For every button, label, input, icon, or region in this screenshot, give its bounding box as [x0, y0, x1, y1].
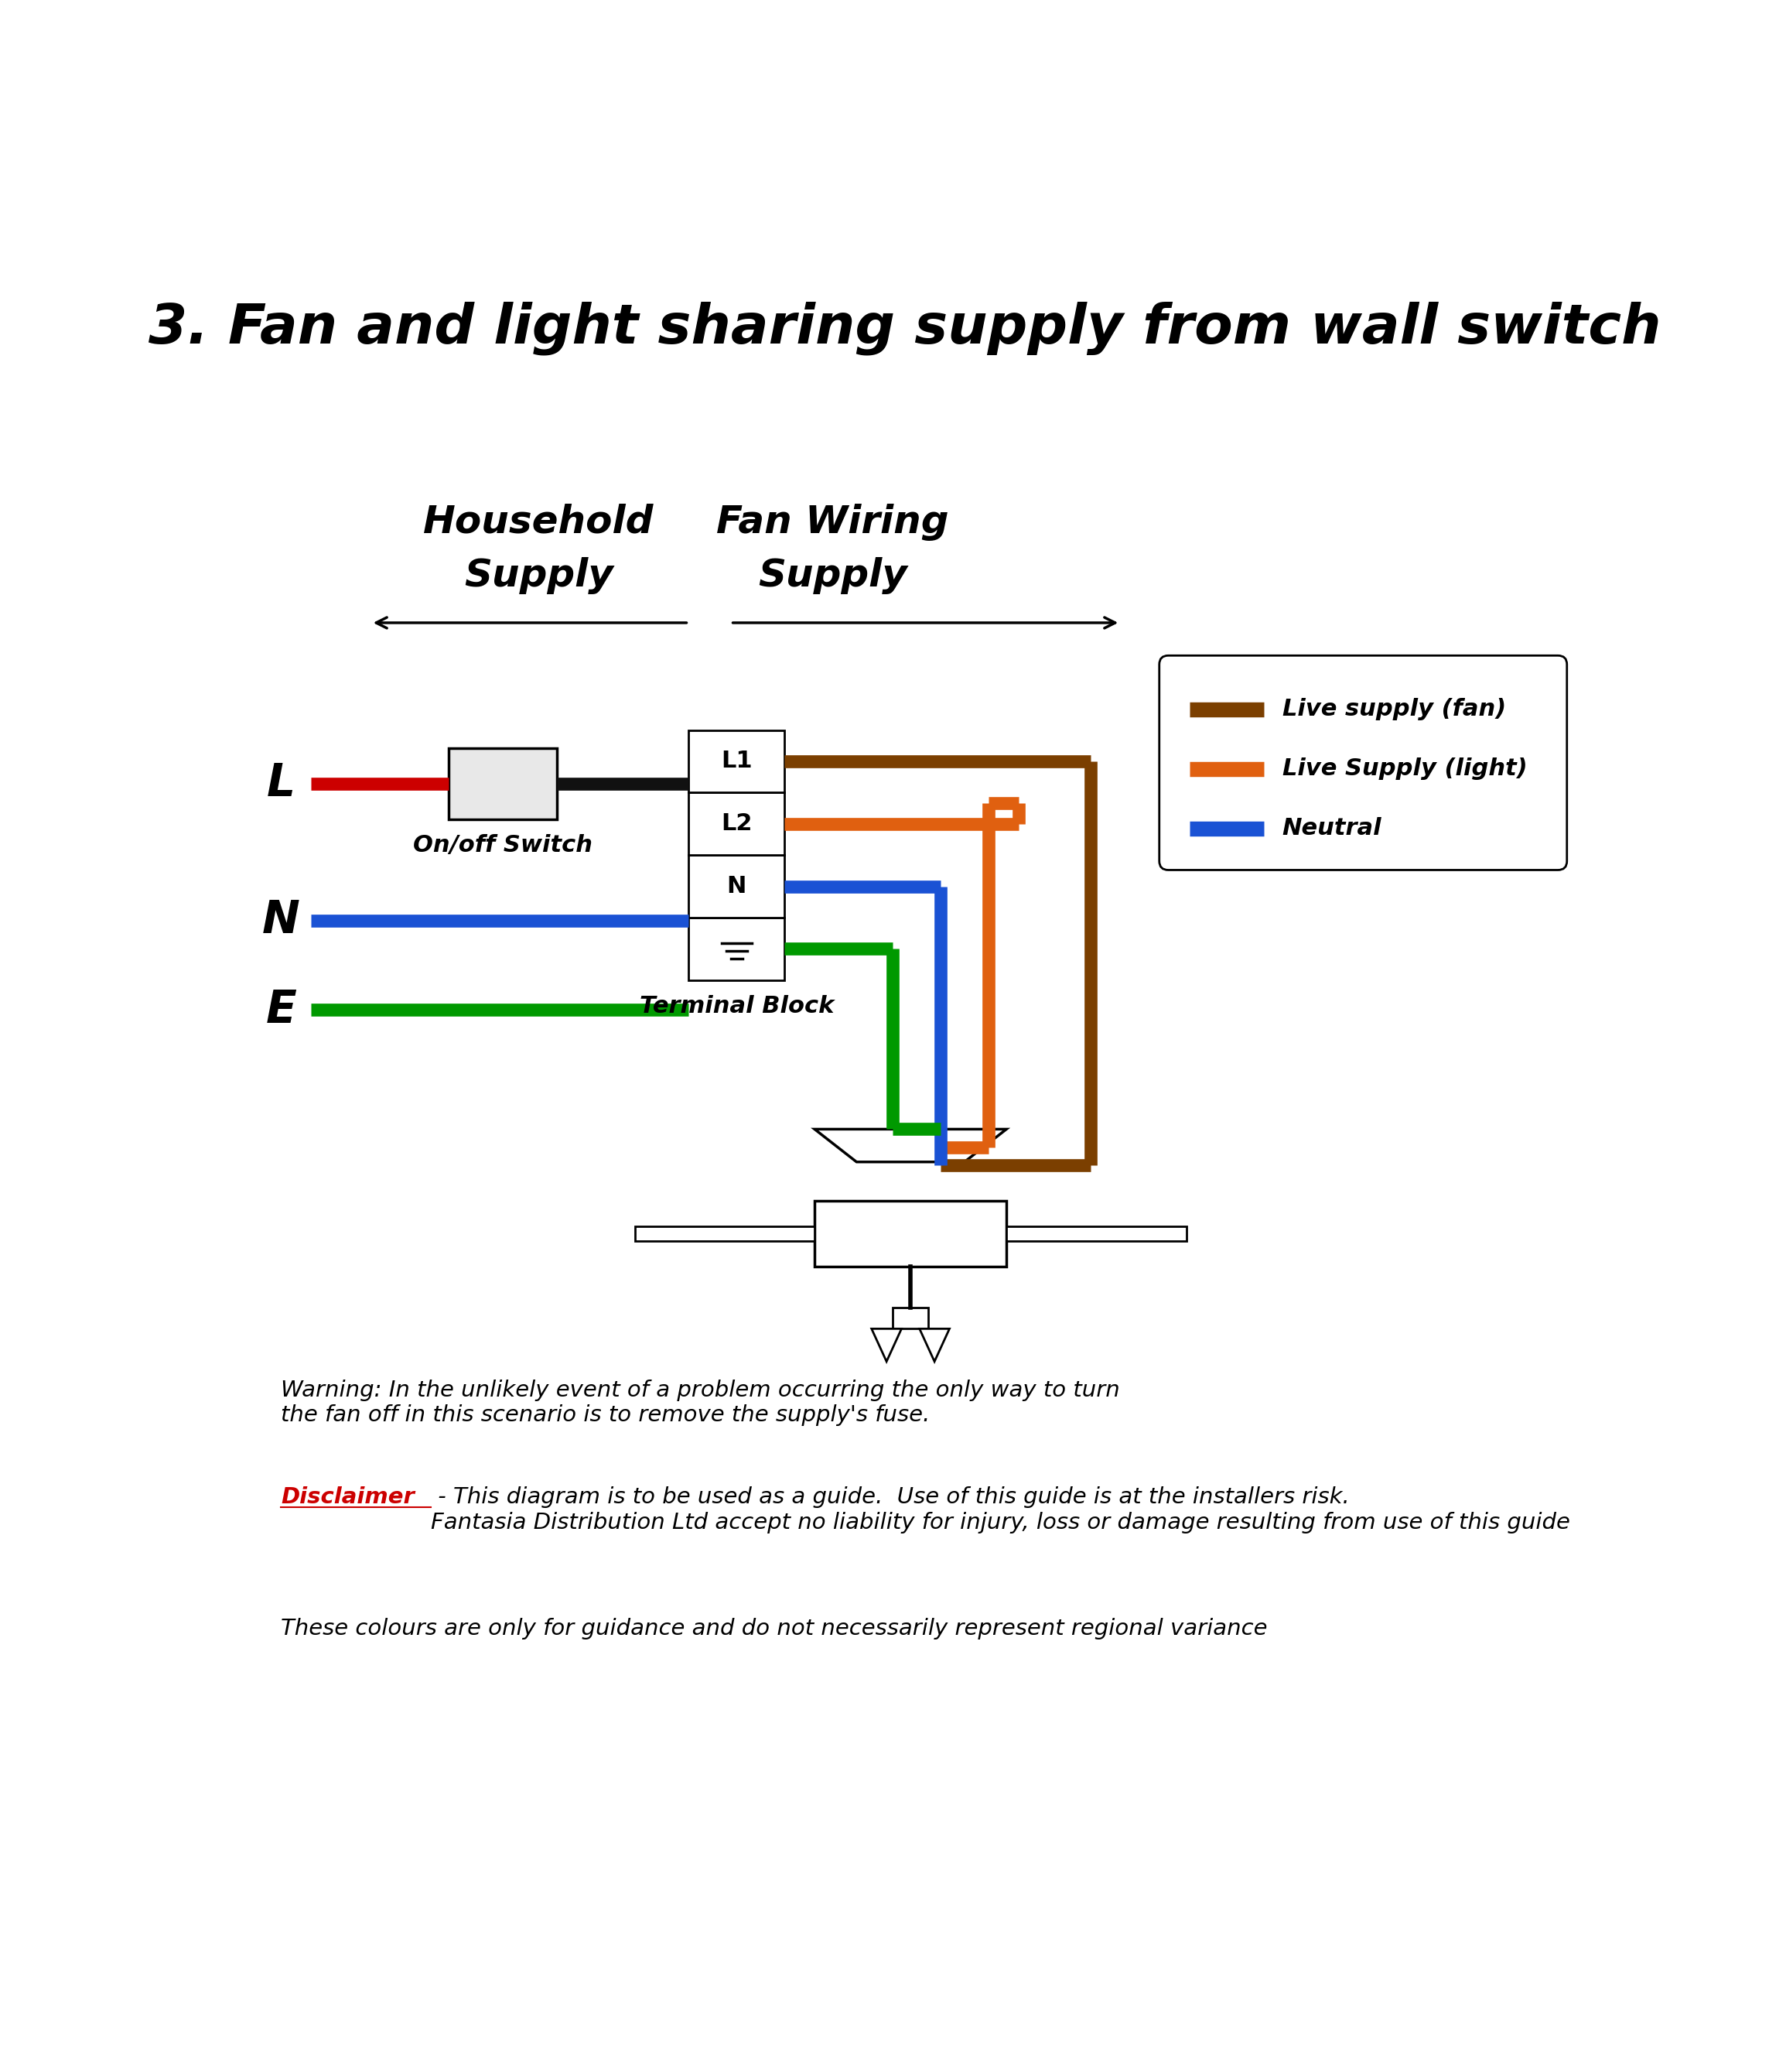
Text: L2: L2: [722, 812, 752, 835]
Bar: [635, 1227, 814, 1241]
Bar: [1007, 1227, 1187, 1241]
Bar: [814, 1200, 1007, 1266]
Text: Live supply (fan): Live supply (fan): [1283, 698, 1505, 721]
Text: Warning: In the unlikely event of a problem occurring the only way to turn
the f: Warning: In the unlikely event of a prob…: [281, 1380, 1120, 1426]
Text: Supply: Supply: [757, 557, 907, 595]
Text: Supply: Supply: [463, 557, 614, 595]
Text: Fan Wiring: Fan Wiring: [716, 503, 948, 541]
Polygon shape: [872, 1328, 902, 1361]
Polygon shape: [920, 1328, 950, 1361]
Bar: [449, 748, 557, 818]
Text: Household: Household: [423, 503, 655, 541]
Text: - This diagram is to be used as a guide.  Use of this guide is at the installers: - This diagram is to be used as a guide.…: [432, 1486, 1571, 1533]
Bar: [688, 729, 785, 794]
Text: 3. Fan and light sharing supply from wall switch: 3. Fan and light sharing supply from wal…: [149, 300, 1661, 354]
Bar: [688, 856, 785, 918]
Text: N: N: [262, 899, 301, 943]
FancyBboxPatch shape: [1159, 655, 1567, 870]
Bar: [688, 918, 785, 980]
Text: N: N: [727, 874, 747, 897]
Bar: [893, 1307, 929, 1328]
Text: Disclaimer: Disclaimer: [281, 1486, 414, 1508]
Bar: [688, 794, 785, 856]
Polygon shape: [814, 1129, 1007, 1162]
Text: Terminal Block: Terminal Block: [639, 995, 833, 1017]
Text: E: E: [265, 988, 297, 1032]
Text: Live Supply (light): Live Supply (light): [1283, 758, 1527, 779]
Text: Neutral: Neutral: [1283, 816, 1382, 839]
Text: L: L: [267, 762, 295, 806]
Text: These colours are only for guidance and do not necessarily represent regional va: These colours are only for guidance and …: [281, 1618, 1268, 1639]
Text: On/off Switch: On/off Switch: [414, 835, 593, 856]
Text: L1: L1: [722, 750, 752, 773]
